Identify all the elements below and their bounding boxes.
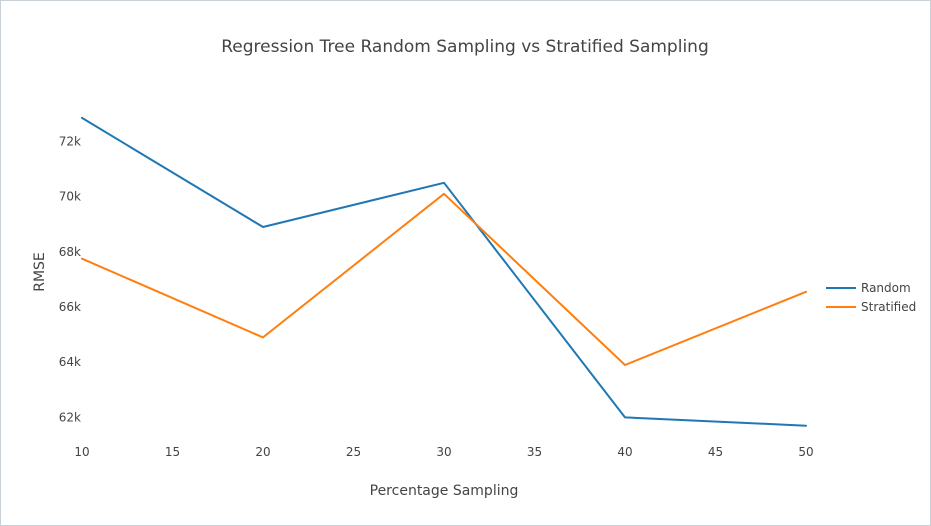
legend-item-random[interactable]: Random: [826, 281, 911, 295]
series-line-stratified: [81, 192, 807, 366]
x-tick-label: 40: [617, 445, 632, 459]
x-tick-label: 45: [708, 445, 723, 459]
y-tick-label: 64k: [59, 355, 81, 369]
legend: Random Stratified: [826, 281, 916, 314]
series-line-random: [81, 116, 807, 427]
y-tick-label: 62k: [59, 410, 81, 424]
chart-title: Regression Tree Random Sampling vs Strat…: [221, 37, 708, 57]
legend-label: Stratified: [861, 300, 916, 314]
legend-item-stratified[interactable]: Stratified: [826, 300, 916, 314]
y-tick-label: 70k: [59, 190, 81, 204]
x-tick-label: 15: [165, 445, 180, 459]
y-axis-ticks: 62k 64k 66k 68k 70k 72k: [59, 134, 81, 424]
x-tick-label: 25: [346, 445, 361, 459]
x-axis-ticks: 10 15 20 25 30 35 40 45 50: [74, 445, 813, 459]
y-tick-label: 68k: [59, 245, 81, 259]
x-tick-label: 10: [74, 445, 89, 459]
x-tick-label: 50: [798, 445, 813, 459]
x-tick-label: 30: [436, 445, 451, 459]
series-lines: [81, 116, 807, 427]
y-axis-title: RMSE: [32, 252, 48, 292]
y-tick-label: 66k: [59, 300, 81, 314]
x-tick-label: 20: [255, 445, 270, 459]
y-tick-label: 72k: [59, 134, 81, 148]
x-axis-title: Percentage Sampling: [370, 483, 519, 499]
x-tick-label: 35: [527, 445, 542, 459]
legend-label: Random: [861, 281, 911, 295]
